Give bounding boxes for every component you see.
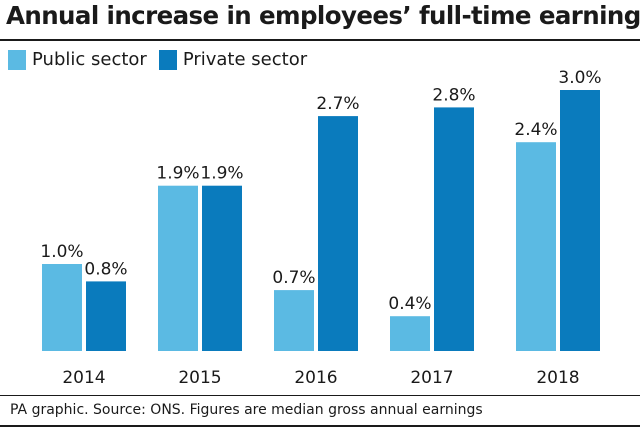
data-label-private-2016: 2.7% [316, 94, 359, 114]
bar-private-2018 [560, 90, 600, 351]
data-label-private-2014: 0.8% [84, 259, 127, 279]
bar-public-2014 [42, 264, 82, 351]
legend-item-private: Private sector [158, 49, 308, 70]
footer-divider [0, 395, 640, 396]
x-tick-label-2018: 2018 [536, 368, 579, 388]
bar-public-2015 [158, 185, 198, 351]
chart-title: Annual increase in employees’ full-time … [6, 1, 640, 30]
data-label-public-2014: 1.0% [40, 242, 83, 262]
data-label-private-2015: 1.9% [200, 164, 243, 184]
x-tick-label-2014: 2014 [62, 368, 105, 388]
bar-private-2014 [86, 281, 126, 351]
bar-public-2017 [390, 316, 430, 351]
legend-label-public: Public sector [32, 49, 147, 70]
data-label-public-2018: 2.4% [514, 120, 557, 140]
legend-label-private: Private sector [182, 49, 308, 70]
source-note: PA graphic. Source: ONS. Figures are med… [10, 402, 483, 418]
title-divider [0, 39, 640, 41]
bar-private-2015 [202, 185, 242, 351]
legend-swatch-public [8, 49, 26, 70]
x-tick-label-2015: 2015 [178, 368, 221, 388]
data-label-private-2017: 2.8% [432, 85, 475, 105]
data-label-private-2018: 3.0% [558, 68, 601, 88]
bar-chart: 1.0%0.8% 2014 1.9% 1.9% 2015 0.7% 2.7% 2016 0.4%… [40, 68, 601, 388]
data-label-public-2016: 0.7% [272, 268, 315, 288]
bar-public-2016 [274, 290, 314, 351]
x-tick-label-2016: 2016 [294, 368, 337, 388]
data-label-public-2015: 1.9% [156, 164, 199, 184]
bar-private-2017 [434, 107, 474, 352]
bar-private-2016 [318, 116, 358, 351]
bar-public-2018 [516, 142, 556, 351]
x-tick-label-2017: 2017 [410, 368, 453, 388]
legend-swatch-private [158, 49, 177, 70]
legend-item-public: Public sector [8, 49, 147, 70]
bottom-border [0, 425, 640, 427]
legend: Public sector Private sector [8, 49, 319, 70]
data-label-public-2017: 0.4% [388, 294, 431, 314]
